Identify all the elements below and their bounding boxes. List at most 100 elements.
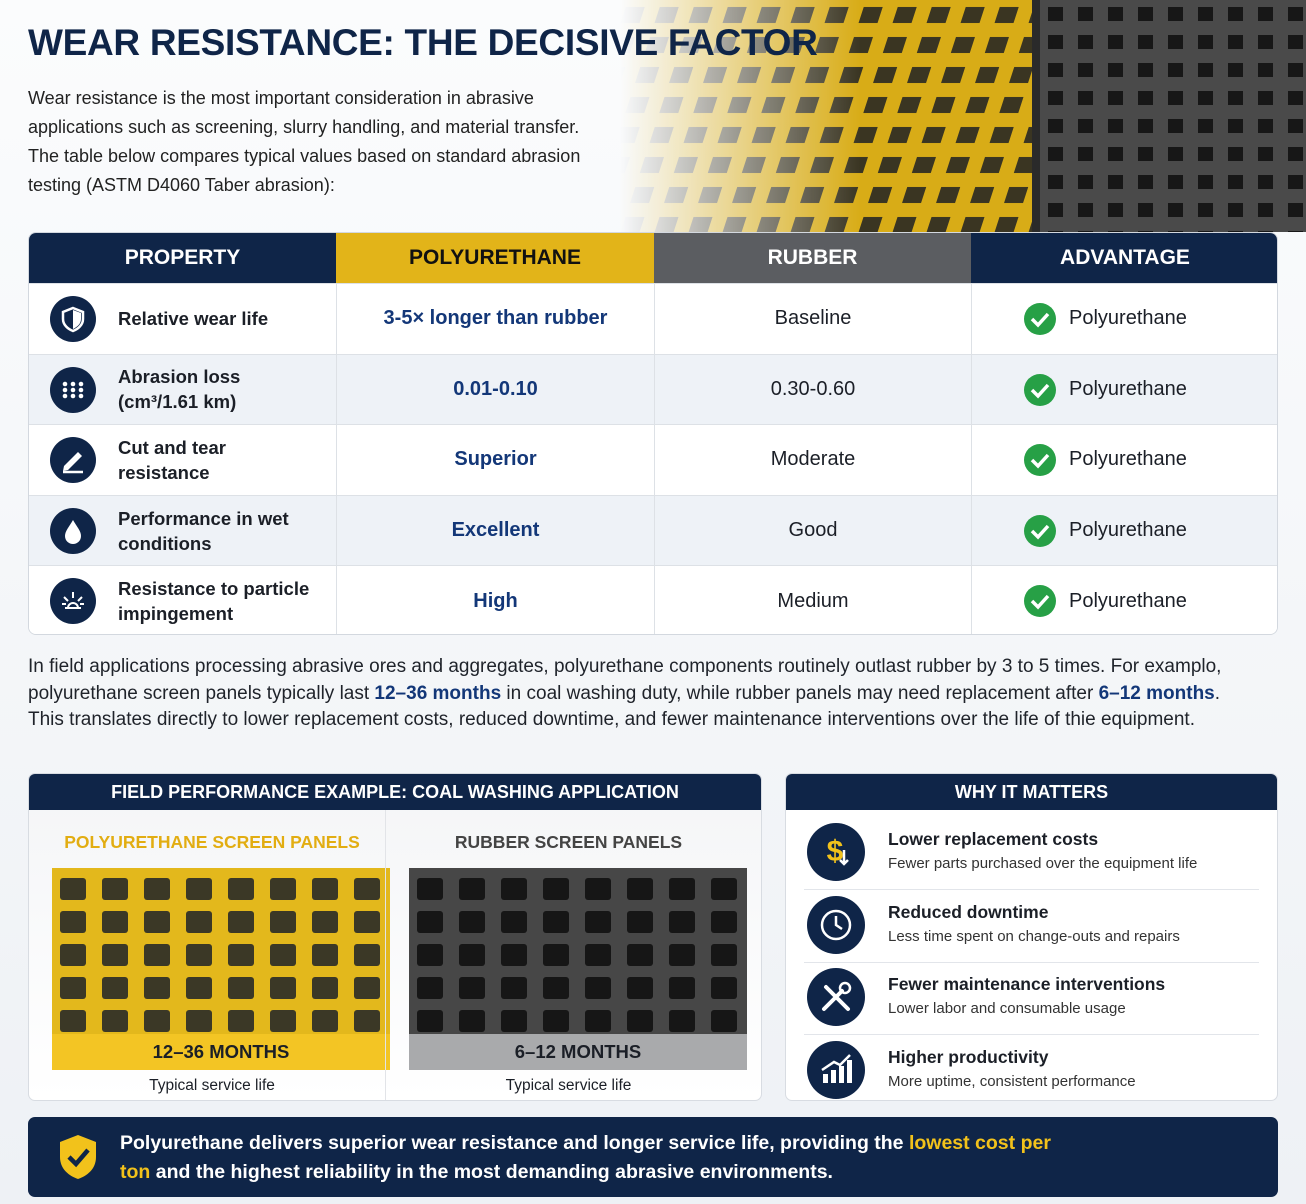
panel-image-part bbox=[417, 911, 443, 933]
row-icon-part bbox=[70, 393, 76, 398]
panel-image-part bbox=[60, 911, 86, 933]
cell-text: Polyurethane bbox=[1069, 519, 1187, 542]
panel-image-part bbox=[270, 944, 296, 966]
panel-image-part bbox=[270, 977, 296, 999]
table-cell: Excellent bbox=[336, 495, 654, 566]
cell-text: High bbox=[473, 589, 518, 612]
panel-image-part bbox=[144, 911, 170, 933]
footer-text: Polyurethane delivers superior wear resi… bbox=[120, 1129, 1080, 1187]
panel-label: RUBBER SCREEN PANELS bbox=[454, 832, 683, 852]
panel-image-part bbox=[501, 977, 527, 999]
row-icon-part bbox=[50, 366, 96, 413]
panel-image-part bbox=[417, 1010, 443, 1032]
panel-image-part bbox=[669, 977, 695, 999]
check-icon-part bbox=[1024, 585, 1056, 618]
table-cell: Polyurethane bbox=[971, 284, 1277, 354]
panel: RUBBER SCREEN PANELS 6–12 MONTHS Typical s… bbox=[385, 810, 751, 1100]
panel-image-part bbox=[228, 1010, 254, 1032]
why-icon-part bbox=[822, 985, 850, 1011]
table-cell: Relative wear life bbox=[29, 284, 336, 354]
text: and the highest reliability in the most … bbox=[150, 1161, 833, 1183]
panel-image-part bbox=[102, 911, 128, 933]
panel-image-part bbox=[627, 911, 653, 933]
table-cell: Superior bbox=[336, 425, 654, 495]
panel-image-part bbox=[270, 878, 296, 900]
table-cell: Polyurethane bbox=[971, 566, 1277, 634]
panel-image-part bbox=[543, 911, 569, 933]
panel-image-part bbox=[543, 977, 569, 999]
panel-image-part bbox=[60, 878, 86, 900]
why-icon-part bbox=[847, 1059, 852, 1083]
cell-text: Abrasion loss (cm³/1.61 km) bbox=[118, 366, 241, 413]
panel-image-part bbox=[669, 1010, 695, 1032]
panel-image-part bbox=[228, 944, 254, 966]
table-cell: 3-5× longer than rubber bbox=[336, 284, 654, 354]
check-icon-part bbox=[1024, 514, 1056, 547]
panel-image-part bbox=[312, 1010, 338, 1032]
why-icon-part bbox=[823, 1059, 852, 1083]
panel-image-part bbox=[186, 911, 212, 933]
text: in coal washing duty, while rubber panel… bbox=[501, 682, 1099, 704]
cell-text: Performance in wet conditions bbox=[118, 507, 289, 554]
panel-image-part bbox=[417, 878, 443, 900]
table-cell: Abrasion loss (cm³/1.61 km) bbox=[29, 355, 336, 425]
row-icon-part bbox=[61, 306, 85, 333]
row-icon-part bbox=[78, 381, 84, 386]
cell-text: Good bbox=[788, 519, 838, 542]
cell-text: Polyurethane bbox=[1069, 589, 1187, 612]
item-title: Lower replacement costs bbox=[888, 829, 1099, 849]
row-icon-part bbox=[63, 452, 82, 472]
cell-text: Relative wear life bbox=[118, 308, 269, 330]
item-text: Less time spent on change-outs and repai… bbox=[888, 927, 1180, 945]
row-icon-part bbox=[78, 393, 84, 398]
table-row: Resistance to particle impingement High Me… bbox=[29, 565, 1277, 634]
table-cell: Polyurethane bbox=[971, 495, 1277, 566]
row-icon-part bbox=[50, 578, 96, 625]
cell-text: 3-5× longer than rubber bbox=[383, 307, 608, 330]
title: WEAR RESISTANCE: THE DECISIVE FACTOR bbox=[28, 22, 818, 63]
table-cell: Baseline bbox=[654, 284, 971, 354]
why-item: Fewer maintenance interventions Lower lab… bbox=[804, 963, 1259, 1035]
box-title: FIELD PERFORMANCE EXAMPLE: COAL WASHING … bbox=[29, 774, 761, 810]
panel-image-part bbox=[60, 944, 86, 966]
panel-image-part bbox=[354, 977, 380, 999]
panel-label: POLYURETHANE SCREEN PANELS bbox=[64, 832, 360, 852]
row-icon-part bbox=[62, 387, 68, 392]
cell-text: Resistance to particle impingement bbox=[118, 578, 310, 625]
table-cell: Cut and tear resistance bbox=[29, 425, 336, 495]
why-icon bbox=[806, 1040, 866, 1101]
duration: 12–36 MONTHS bbox=[52, 1034, 390, 1070]
check-icon-part bbox=[1024, 444, 1056, 477]
panel-image-part bbox=[585, 911, 611, 933]
panel-image-part bbox=[543, 944, 569, 966]
table-cell: Moderate bbox=[654, 425, 971, 495]
item-text: Lower labor and consumable usage bbox=[888, 1000, 1126, 1017]
why-icon: $ bbox=[806, 822, 866, 887]
panel-image-part bbox=[501, 1010, 527, 1032]
panel-image-part bbox=[501, 944, 527, 966]
panel-image-part bbox=[417, 944, 443, 966]
panel-image-part bbox=[144, 1010, 170, 1032]
column-header: POLYURETHANE bbox=[336, 233, 654, 283]
why-icon-part bbox=[839, 850, 849, 866]
panel-image-part bbox=[501, 911, 527, 933]
check-icon-part bbox=[1024, 514, 1056, 547]
why-icon-part bbox=[823, 1073, 828, 1083]
panel-image-part bbox=[354, 911, 380, 933]
panel-image-part bbox=[711, 1010, 737, 1032]
panel-image-part bbox=[409, 868, 747, 1034]
panel-image-part bbox=[585, 878, 611, 900]
panel-image-part bbox=[312, 878, 338, 900]
panel-image-part bbox=[186, 878, 212, 900]
panel-image-part bbox=[102, 878, 128, 900]
panel-image-part bbox=[459, 878, 485, 900]
row-icon-part bbox=[70, 381, 76, 386]
panel-image-part bbox=[312, 977, 338, 999]
cell-text: Medium bbox=[777, 589, 849, 612]
why-icon-part bbox=[838, 981, 852, 995]
panel: POLYURETHANE SCREEN PANELS 12–36 MONTHS Ty… bbox=[29, 810, 395, 1100]
check-icon-part bbox=[1024, 444, 1056, 477]
row-icon-part bbox=[70, 387, 76, 392]
panel-image-part bbox=[669, 944, 695, 966]
why-item: Higher productivity More uptime, consiste… bbox=[804, 1036, 1259, 1101]
